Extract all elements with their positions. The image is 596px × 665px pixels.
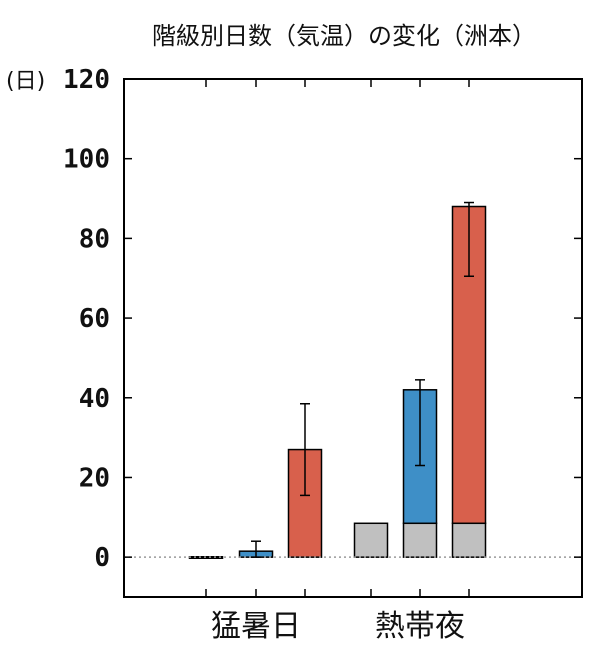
- bar-gray: [402, 522, 438, 558]
- bar-gray: [353, 522, 389, 558]
- y-axis-unit-label: (日): [6, 69, 45, 94]
- bar-gray: [451, 522, 487, 558]
- y-tick-label: 120: [63, 65, 110, 95]
- x-category-label: 熱帯夜: [375, 609, 465, 644]
- chart-title: 階級別日数（気温）の変化（洲本）: [152, 22, 536, 50]
- y-tick-label: 80: [79, 224, 110, 254]
- x-category-label: 猛暑日: [211, 609, 301, 644]
- y-tick-label: 0: [94, 543, 110, 573]
- y-tick-label: 20: [79, 463, 110, 493]
- y-tick-label: 100: [63, 145, 110, 175]
- y-tick-label: 40: [79, 384, 110, 414]
- y-tick-label: 60: [79, 304, 110, 334]
- plot-frame: [123, 78, 583, 598]
